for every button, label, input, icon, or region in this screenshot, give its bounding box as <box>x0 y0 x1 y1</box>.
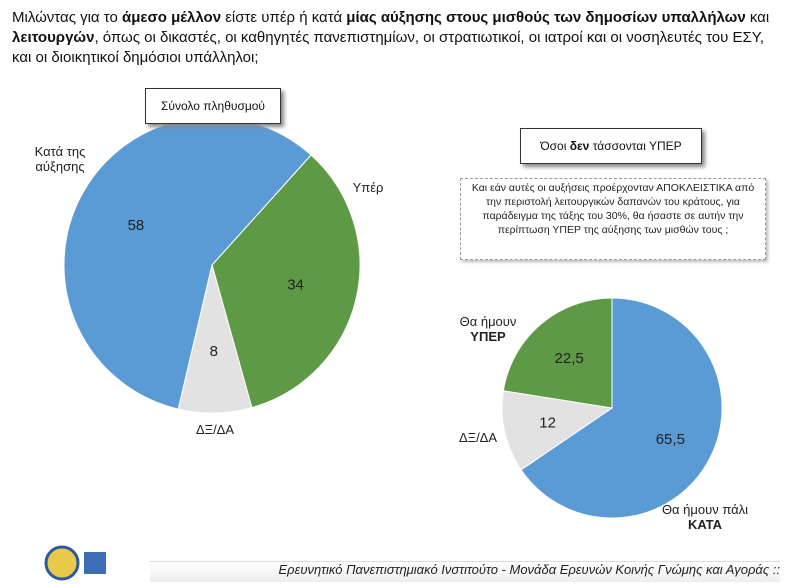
category-label: ΔΞ/ΔΑ <box>196 422 234 437</box>
text-segment: λειτουργών <box>12 29 95 46</box>
value-label: 34 <box>287 277 304 294</box>
text-segment: είστε υπέρ ή κατά <box>221 9 347 26</box>
value-label: 65,5 <box>656 431 685 448</box>
pie-slice <box>502 297 613 409</box>
value-label: 12 <box>539 414 556 431</box>
text-segment: Σύνολο πληθυσμού <box>161 99 265 113</box>
chart-subtitle: Και εάν αυτές οι αυξήσεις προέρχονταν ΑΠ… <box>460 178 766 260</box>
text-segment: τάσσονται ΥΠΕΡ <box>589 139 682 153</box>
text-segment: Όσοι <box>540 139 570 153</box>
text-segment: δεν <box>569 139 590 153</box>
footer: Ερευνητικό Πανεπιστημιακό Ινστιτούτο - Μ… <box>150 561 780 582</box>
question: Μιλώντας για το άμεσο μέλλον είστε υπέρ … <box>12 8 782 68</box>
text-segment: , όπως οι δικαστές, οι καθηγητές πανεπισ… <box>12 29 765 66</box>
value-label: 58 <box>128 217 145 234</box>
pie-slice <box>501 390 614 471</box>
category-label: ΔΞ/ΔΑ <box>459 430 497 445</box>
pie-slice <box>211 154 361 409</box>
category-label: Υπέρ <box>353 180 384 195</box>
text-segment: μίας αύξησης στους μισθούς των δημοσίων … <box>346 9 746 26</box>
value-label: 22,5 <box>555 350 584 367</box>
category-label: Θα ήμουν πάλι ΚΑΤΑ <box>662 502 748 532</box>
value-label: 8 <box>210 343 218 360</box>
text-segment: άμεσο μέλλον <box>122 9 222 26</box>
chart-title: Σύνολο πληθυσμού <box>145 88 281 124</box>
text-segment: Μιλώντας για το <box>12 9 122 26</box>
category-label: Κατά της αύξησης <box>35 144 86 174</box>
chart-title: Όσοι δεν τάσσονται ΥΠΕΡ <box>520 128 702 164</box>
category-label: Θα ήμουν ΥΠΕΡ <box>460 314 517 344</box>
pie-slice <box>520 297 723 519</box>
logo <box>44 545 106 581</box>
text-segment: και <box>745 9 770 26</box>
